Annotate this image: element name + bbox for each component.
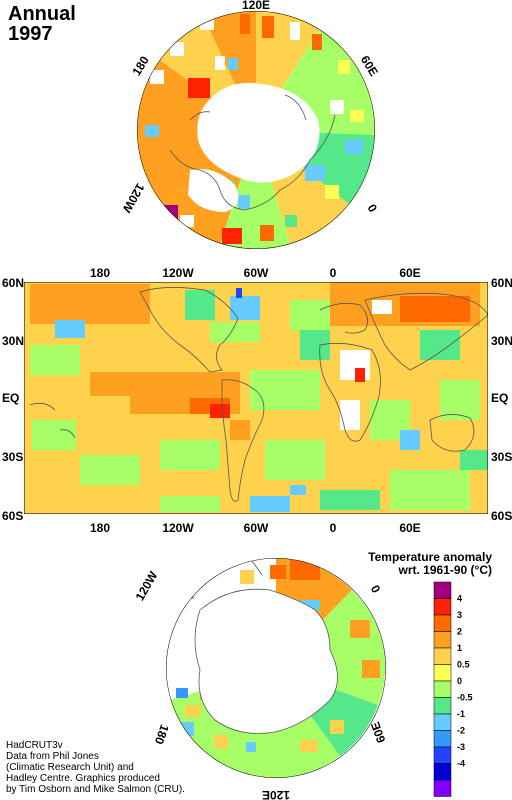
legend-swatch bbox=[433, 647, 452, 665]
legend-label: 3 bbox=[457, 610, 462, 620]
south-label-upper-left: 120W bbox=[133, 568, 161, 603]
legend-swatch bbox=[433, 730, 452, 748]
legend-swatch bbox=[433, 713, 452, 731]
world-top-lon-120w: 120W bbox=[162, 266, 194, 280]
world-top-lon-60e: 60E bbox=[399, 266, 420, 280]
legend-swatch bbox=[433, 664, 452, 682]
south-label-lower-right: 60E bbox=[368, 720, 388, 745]
world-top-lon-180: 180 bbox=[90, 266, 110, 280]
legend-title-line2: wrt. 1961-90 (°C) bbox=[398, 563, 493, 577]
legend-label: -3 bbox=[457, 742, 465, 752]
world-bottom-lon-180: 180 bbox=[90, 521, 110, 535]
south-polar-map: 120W 0 180 60E 120E bbox=[133, 558, 388, 800]
world-bottom-lon-60e: 60E bbox=[399, 521, 420, 535]
legend-swatch bbox=[433, 680, 452, 698]
credits-line5: by Tim Osborn and Mike Salmon (CRU). bbox=[6, 784, 185, 795]
credits: HadCRUT3v Data from Phil Jones (Climatic… bbox=[6, 740, 185, 795]
world-right-lat-60s: 60S bbox=[491, 509, 512, 523]
title-period: Annual bbox=[8, 3, 76, 25]
north-polar-map: 120E 180 60E 120W 0 bbox=[119, 0, 381, 249]
legend-swatch bbox=[433, 746, 452, 764]
world-top-lon-0: 0 bbox=[330, 266, 337, 280]
legend-label: 4 bbox=[457, 594, 462, 604]
legend-label: -0.5 bbox=[457, 693, 473, 703]
legend-swatch bbox=[433, 598, 452, 616]
south-label-lower-left: 180 bbox=[152, 723, 172, 747]
legend-label: 1 bbox=[457, 643, 462, 653]
credits-line1: HadCRUT3v bbox=[6, 740, 63, 751]
world-right-lat-60n: 60N bbox=[491, 276, 512, 290]
world-top-lon-60w: 60W bbox=[244, 266, 269, 280]
legend-title: Temperature anomaly wrt. 1961-90 (°C) bbox=[368, 551, 492, 577]
south-label-upper-right: 0 bbox=[368, 583, 384, 596]
map-title: Annual 1997 bbox=[8, 4, 76, 44]
legend-swatch bbox=[433, 614, 452, 632]
world-left-lat-30s: 30S bbox=[2, 450, 23, 464]
world-left-lat-eq: EQ bbox=[2, 391, 19, 405]
legend-label: -2 bbox=[457, 726, 465, 736]
legend-labels: 4 3 2 1 0.5 0 -0.5 -1 -2 -3 -4 bbox=[457, 594, 473, 769]
credits-line4: Hadley Centre. Graphics produced bbox=[6, 773, 160, 784]
world-right-lat-eq: EQ bbox=[491, 391, 508, 405]
world-right-lat-30n: 30N bbox=[491, 334, 512, 348]
world-right-lat-30s: 30S bbox=[491, 450, 512, 464]
legend-label: -1 bbox=[457, 709, 465, 719]
south-label-bottom: 120E bbox=[262, 788, 290, 800]
world-bottom-lon-0: 0 bbox=[330, 521, 337, 535]
north-label-left: 180 bbox=[129, 53, 152, 78]
legend-swatch bbox=[433, 581, 452, 599]
title-year: 1997 bbox=[8, 23, 53, 45]
world-bottom-lon-60w: 60W bbox=[244, 521, 269, 535]
north-label-lower-left: 120W bbox=[119, 181, 147, 216]
legend-label: 0 bbox=[457, 676, 462, 686]
legend: 4 3 2 1 0.5 0 -0.5 -1 -2 -3 -4 bbox=[433, 581, 473, 797]
legend-swatch bbox=[433, 631, 452, 649]
world-left-lat-60s: 60S bbox=[2, 509, 23, 523]
legend-label: -4 bbox=[457, 759, 465, 769]
legend-label: 2 bbox=[457, 627, 462, 637]
world-field bbox=[24, 282, 488, 514]
legend-swatch bbox=[433, 763, 452, 781]
world-left-lat-60n: 60N bbox=[2, 276, 24, 290]
legend-label: 0.5 bbox=[457, 660, 470, 670]
world-map: 180 120W 60W 0 60E 180 120W 60W 0 60E 60… bbox=[2, 266, 512, 535]
north-polar-field bbox=[137, 11, 375, 249]
world-left-lat-30n: 30N bbox=[2, 334, 24, 348]
legend-swatch bbox=[433, 779, 452, 797]
legend-swatch bbox=[433, 697, 452, 715]
north-label-top: 120E bbox=[242, 0, 270, 12]
south-polar-field bbox=[166, 558, 386, 778]
legend-swatches bbox=[433, 581, 452, 797]
world-bottom-lon-120w: 120W bbox=[162, 521, 194, 535]
credits-line2: Data from Phil Jones bbox=[6, 751, 99, 762]
north-label-lower-right: 0 bbox=[365, 201, 381, 214]
legend-title-line1: Temperature anomaly bbox=[368, 550, 492, 564]
credits-line3: (Climatic Research Unit) and bbox=[6, 762, 134, 773]
